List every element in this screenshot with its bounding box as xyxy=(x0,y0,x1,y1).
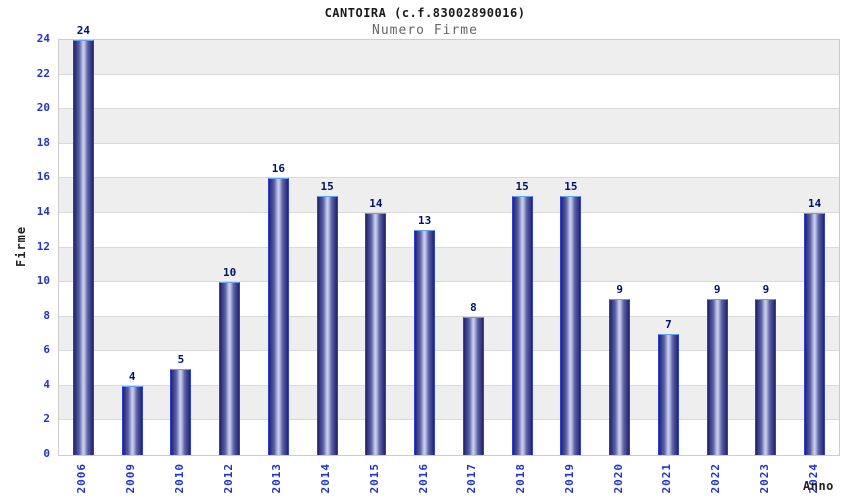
gridline xyxy=(59,384,839,386)
y-tick-label: 8 xyxy=(43,308,50,322)
bar-value-label: 9 xyxy=(616,283,623,296)
x-tick-label: 2015 xyxy=(367,463,381,494)
y-tick-label: 0 xyxy=(43,447,50,460)
gridline xyxy=(59,73,839,75)
bar xyxy=(219,282,241,455)
bar xyxy=(365,213,387,455)
bar-value-label: 15 xyxy=(564,180,578,193)
y-tick-label: 14 xyxy=(36,204,50,218)
x-tick-label: 2009 xyxy=(124,463,138,494)
bar-value-label: 14 xyxy=(369,197,383,210)
x-tick-label: 2023 xyxy=(757,463,771,494)
plot-band xyxy=(59,247,839,283)
bar xyxy=(706,299,728,455)
gridline xyxy=(59,142,839,144)
bar xyxy=(657,334,679,455)
bar-value-label: 14 xyxy=(808,197,822,210)
bar-value-label: 4 xyxy=(128,370,136,383)
gridline xyxy=(59,177,839,179)
x-tick-label: 2022 xyxy=(709,463,723,494)
x-tick-label: 2016 xyxy=(416,463,430,494)
bar-value-label: 13 xyxy=(418,214,432,227)
y-tick-label: 2 xyxy=(43,412,50,426)
bar xyxy=(316,196,338,455)
y-tick-label: 12 xyxy=(36,239,50,253)
y-tick-label: 10 xyxy=(36,274,50,288)
plot-band xyxy=(59,40,839,75)
bar xyxy=(72,40,94,455)
y-tick-label: 18 xyxy=(36,135,50,149)
bar-value-label: 9 xyxy=(713,283,721,296)
bar-value-label: 24 xyxy=(76,24,90,37)
gridline xyxy=(59,108,839,110)
y-tick-label: 4 xyxy=(43,377,50,391)
bar-value-label: 8 xyxy=(470,301,477,314)
gridline xyxy=(59,350,839,352)
gridline xyxy=(59,211,839,213)
chart-title: CANTOIRA (c.f.83002890016) xyxy=(324,6,526,20)
bar-value-label: 9 xyxy=(762,283,770,296)
y-tick-label: 6 xyxy=(43,343,50,357)
bar xyxy=(511,196,533,455)
plot-area: 24 4 5 10 16 15 14 13 8 15 15 9 7 9 9 14 xyxy=(58,24,840,456)
x-tick-label: 2006 xyxy=(75,463,89,494)
plot-band xyxy=(59,109,839,144)
gridline xyxy=(59,315,839,317)
x-tick-label: 2020 xyxy=(611,463,625,494)
bar xyxy=(560,196,582,455)
x-tick-label: 2019 xyxy=(562,463,576,494)
x-tick-label: 2021 xyxy=(660,463,674,494)
plot-band xyxy=(59,178,839,213)
gridline xyxy=(59,246,839,248)
bar xyxy=(804,213,826,455)
chart-subtitle: Numero Firme xyxy=(372,23,478,38)
bar xyxy=(609,299,631,455)
bar-value-label: 7 xyxy=(665,318,672,331)
y-tick-label: 20 xyxy=(36,101,50,115)
y-tick-label: 16 xyxy=(36,170,50,184)
bar xyxy=(170,369,192,455)
bar xyxy=(414,230,436,455)
x-tick-label: 2012 xyxy=(221,463,235,494)
x-tick-label: 2017 xyxy=(465,463,479,494)
bar-value-label: 5 xyxy=(177,353,185,366)
bar-value-label: 16 xyxy=(271,162,285,175)
x-tick-label: 2013 xyxy=(270,463,284,494)
x-axis-title: Anno xyxy=(803,479,834,493)
gridline xyxy=(59,281,839,283)
x-tick-label: 2018 xyxy=(514,463,528,494)
gridline xyxy=(59,419,839,421)
bar xyxy=(121,386,143,455)
y-tick-label: 22 xyxy=(36,66,50,80)
bar xyxy=(462,317,484,455)
bar-value-label: 15 xyxy=(320,180,334,193)
y-tick-label: 24 xyxy=(36,32,50,45)
bar-value-label: 10 xyxy=(223,266,237,279)
bar xyxy=(267,178,289,455)
bar xyxy=(755,299,777,455)
x-tick-label: 2010 xyxy=(172,463,186,494)
bar-value-label: 15 xyxy=(515,180,529,193)
x-tick-label: 2014 xyxy=(319,463,333,494)
